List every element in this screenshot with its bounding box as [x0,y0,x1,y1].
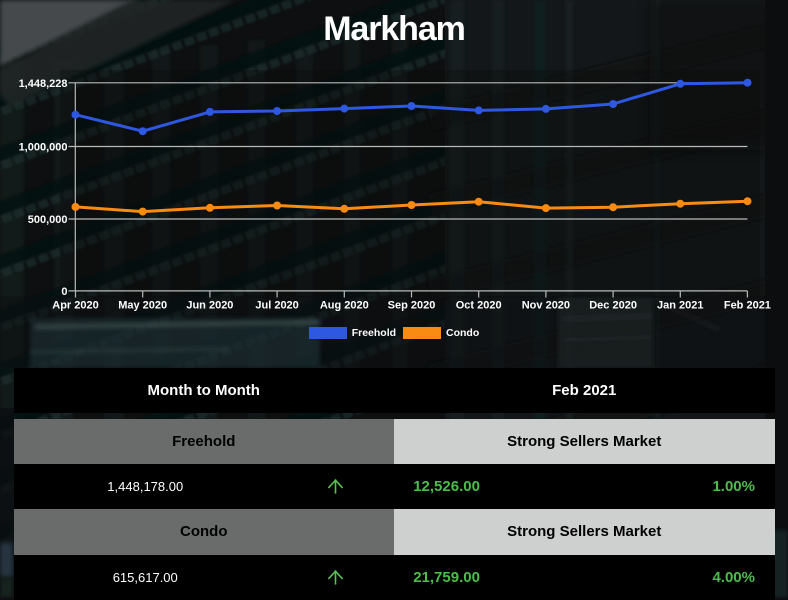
svg-text:Jul 2020: Jul 2020 [255,300,298,312]
svg-text:Aug 2020: Aug 2020 [320,300,369,312]
svg-text:Apr 2020: Apr 2020 [52,300,98,312]
svg-text:Jan 2021: Jan 2021 [657,300,703,312]
svg-text:Oct 2020: Oct 2020 [456,300,502,312]
svg-text:1,000,000: 1,000,000 [19,142,68,154]
svg-text:1,448,228: 1,448,228 [19,78,68,90]
svg-text:Dec 2020: Dec 2020 [589,300,637,312]
svg-text:Nov 2020: Nov 2020 [522,300,570,312]
svg-text:500,000: 500,000 [28,214,68,226]
svg-text:0: 0 [61,286,67,298]
svg-text:May 2020: May 2020 [118,300,167,312]
svg-text:Feb 2021: Feb 2021 [724,300,771,312]
svg-text:Sep 2020: Sep 2020 [388,300,436,312]
svg-text:Jun 2020: Jun 2020 [186,300,233,312]
